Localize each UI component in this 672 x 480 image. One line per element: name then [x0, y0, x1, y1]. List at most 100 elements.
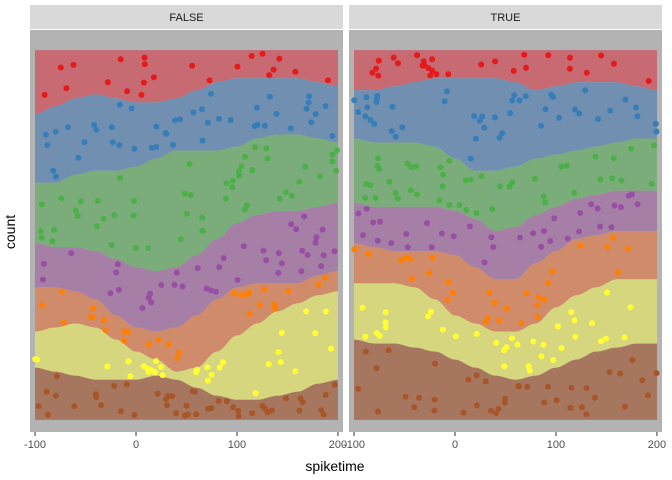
data-point-group-4	[355, 210, 362, 217]
data-point-group-7	[473, 372, 480, 379]
data-point-group-1	[124, 88, 131, 95]
data-point-group-5	[614, 269, 621, 276]
data-point-group-6	[216, 364, 223, 371]
data-point-group-3	[38, 234, 45, 241]
data-point-group-3	[317, 173, 323, 180]
data-point-group-5	[496, 317, 503, 324]
y-axis-title: count	[2, 215, 18, 249]
data-point-group-2	[351, 97, 358, 104]
data-point-group-4	[319, 226, 326, 233]
data-point-group-2	[199, 106, 205, 113]
data-point-group-6	[145, 369, 152, 375]
data-point-group-3	[462, 177, 469, 184]
facet-panel-true: TRUE	[349, 5, 662, 432]
data-point-group-4	[293, 226, 300, 233]
data-point-group-6	[382, 324, 389, 331]
data-point-group-2	[153, 123, 160, 130]
data-point-group-4	[490, 244, 497, 251]
data-point-group-5	[524, 290, 530, 297]
data-point-group-5	[445, 279, 452, 286]
data-point-group-7	[208, 405, 215, 412]
data-point-group-3	[506, 183, 513, 190]
data-point-group-2	[44, 142, 51, 148]
data-point-group-3	[108, 242, 115, 248]
data-point-group-4	[288, 221, 295, 228]
data-point-group-5	[483, 318, 490, 325]
data-point-group-7	[432, 360, 438, 367]
data-point-group-6	[252, 390, 259, 397]
data-point-group-1	[259, 50, 266, 57]
data-point-group-2	[492, 114, 498, 121]
data-point-group-2	[392, 133, 399, 140]
data-point-group-1	[390, 54, 397, 61]
data-point-group-4	[194, 265, 201, 272]
data-point-group-5	[165, 341, 172, 348]
data-point-group-3	[58, 195, 65, 202]
data-point-group-1	[248, 53, 255, 59]
data-point-group-2	[148, 144, 155, 151]
data-point-group-7	[488, 407, 494, 414]
data-point-group-6	[439, 326, 446, 333]
data-point-group-7	[553, 397, 560, 404]
data-point-group-3	[181, 190, 188, 197]
data-point-group-3	[235, 168, 242, 175]
data-point-group-2	[65, 124, 71, 131]
data-point-group-3	[408, 164, 415, 171]
data-point-group-2	[467, 155, 474, 162]
data-point-group-6	[603, 335, 609, 342]
data-point-group-4	[320, 252, 327, 259]
data-point-group-4	[179, 283, 186, 290]
data-point-group-5	[624, 245, 631, 252]
data-point-group-1	[427, 72, 434, 79]
data-point-group-3	[296, 178, 303, 185]
data-point-group-4	[113, 269, 120, 276]
data-point-group-5	[88, 314, 95, 321]
density-band-group-5	[35, 271, 338, 372]
data-point-group-1	[395, 60, 401, 67]
data-point-group-3	[186, 161, 193, 168]
data-point-group-7	[111, 383, 118, 389]
data-point-group-5	[408, 275, 415, 282]
data-point-group-6	[428, 308, 435, 315]
data-point-group-4	[220, 255, 227, 262]
data-point-group-1	[104, 79, 111, 86]
data-point-group-7	[431, 396, 438, 403]
data-point-group-7	[320, 411, 327, 418]
data-point-group-3	[263, 145, 270, 152]
data-point-group-7	[460, 409, 467, 416]
data-point-group-3	[93, 223, 100, 230]
data-point-group-2	[363, 94, 370, 101]
data-point-group-4	[171, 281, 178, 288]
data-point-group-2	[572, 106, 578, 113]
data-point-group-2	[371, 121, 378, 128]
data-point-group-7	[495, 405, 502, 412]
strip-label: TRUE	[491, 12, 521, 24]
data-point-group-5	[486, 289, 493, 296]
data-point-group-4	[625, 192, 632, 199]
data-point-group-3	[38, 201, 45, 208]
data-point-group-2	[227, 117, 234, 124]
data-point-group-2	[81, 139, 88, 146]
data-point-group-7	[621, 403, 628, 410]
data-point-group-2	[633, 104, 639, 111]
data-point-group-2	[607, 107, 614, 114]
data-point-group-7	[545, 383, 551, 390]
data-point-group-6	[382, 309, 389, 316]
data-point-group-3	[283, 189, 289, 196]
density-band-group-6	[354, 279, 657, 380]
data-point-group-4	[403, 231, 410, 237]
data-point-group-7	[493, 410, 499, 417]
data-point-group-4	[597, 223, 604, 230]
data-point-group-6	[473, 331, 480, 337]
data-point-group-6	[152, 369, 159, 376]
data-point-group-7	[583, 411, 590, 418]
data-point-group-4	[488, 234, 495, 241]
x-tick-label: 200	[648, 439, 666, 451]
data-point-group-7	[402, 393, 409, 400]
data-point-group-4	[115, 286, 122, 293]
data-point-group-3	[372, 194, 379, 201]
data-point-group-4	[404, 244, 411, 251]
data-point-group-2	[170, 141, 176, 148]
data-point-group-7	[644, 392, 651, 399]
data-point-group-4	[275, 269, 282, 276]
